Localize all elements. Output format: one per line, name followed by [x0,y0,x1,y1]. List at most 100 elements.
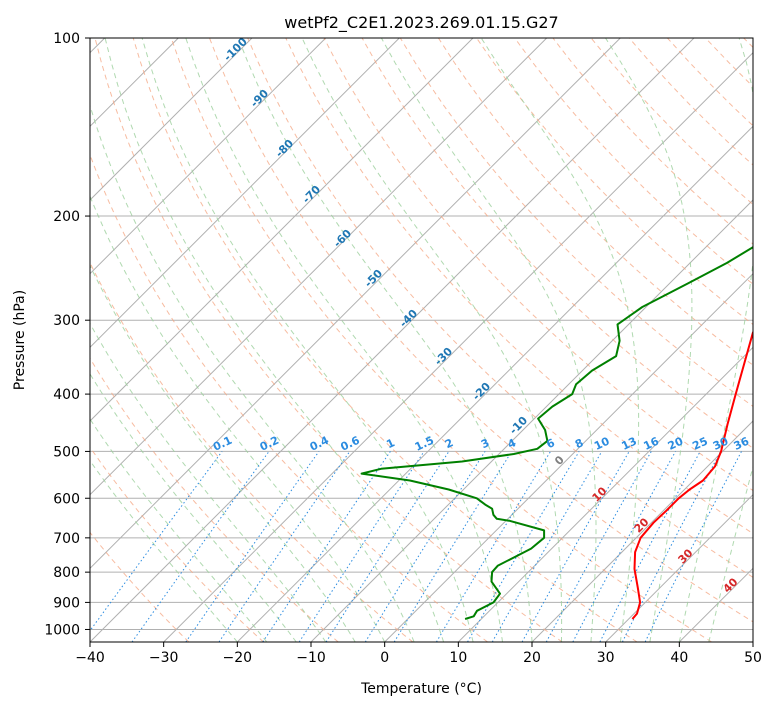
dry-adiabat-label: -60 [331,227,354,250]
mixing-ratio-line [621,451,722,642]
isotherm-line [90,38,695,642]
isotherm-line [678,567,753,642]
dry-adiabat-label: 40 [721,575,741,595]
x-tick-label: 50 [744,650,762,666]
isotherm-line [163,51,753,642]
dry-adiabat-label: -30 [432,345,455,368]
moist-adiabat-line [90,459,238,642]
dry-adiabat-line [170,38,712,642]
dry-adiabat-line [94,38,563,642]
isotherm-line [752,641,753,642]
isotherm-line [310,199,753,642]
dry-adiabat-label: -10 [507,414,530,437]
data-series [360,245,753,620]
y-tick-label: 400 [53,387,80,403]
dry-adiabat-line [90,261,414,642]
x-tick-label: −30 [149,650,179,666]
x-tick-label: 0 [380,650,389,666]
isotherm-line [90,38,400,349]
y-tick-label: 900 [53,595,80,611]
mixing-ratio-line [393,451,513,642]
mixing-ratio-label: 4 [506,436,519,451]
x-axis-label: Temperature (°C) [360,681,482,697]
mixing-ratio-line [644,451,742,642]
x-tick-label: −40 [75,650,105,666]
isotherm-line [531,420,753,642]
background-lines [90,38,753,642]
isotherm-line [90,38,621,570]
plot-frame [89,37,754,643]
moist-adiabat-line [480,38,640,642]
dry-adiabat-label: -50 [362,267,385,290]
series-temperature-line [631,330,753,620]
isotherm-line [90,38,474,422]
y-tick-label: 800 [53,565,80,581]
mixing-ratio-line [467,451,580,642]
moist-adiabat-line [90,372,297,642]
moist-adiabat-line [380,38,597,642]
mixing-ratio-label: 13 [620,435,639,453]
isotherm-line [605,493,753,642]
dry-adiabat-line [209,38,753,623]
mixing-ratio-label: 0.1 [211,434,234,454]
y-axis-label: Pressure (hPa) [12,290,28,390]
y-tick-label: 700 [53,531,80,547]
mixing-ratio-line [545,451,652,642]
dry-adiabat-line [90,446,264,642]
moist-adiabat-line [237,38,533,642]
dry-adiabat-label: -70 [300,183,323,206]
x-tick-label: −20 [223,650,253,666]
moist-adiabat-line [301,38,563,642]
mixing-ratio-line [521,451,630,642]
mixing-ratio-line [90,451,223,632]
isotherm-line [236,125,753,642]
series-dewpoint-line [360,245,753,620]
dry-adiabat-label: 30 [676,546,696,566]
dry-adiabat-line [90,357,339,642]
x-tick-label: 10 [449,650,467,666]
mixing-ratio-line [572,451,676,642]
moist-adiabat-line [605,38,693,642]
mixing-ratio-label: 36 [732,434,752,452]
mixing-ratio-line [131,451,270,642]
moist-adiabat-line [90,264,356,642]
isotherm-line [457,346,753,642]
dry-adiabat-line [514,38,753,285]
mixing-ratio-label: 1.5 [413,434,436,454]
dry-adiabat-label: 0 [552,453,567,468]
x-tick-label: 30 [597,650,615,666]
dry-adiabat-line [437,38,753,366]
dry-adiabat-label: 20 [632,515,652,535]
y-tick-label: 100 [53,31,80,47]
mixing-ratio-label: 1 [384,436,396,451]
dry-adiabat-label: -100 [221,35,250,64]
x-tick-label: 40 [670,650,688,666]
mixing-ratio-label: 2 [443,436,455,451]
axes: −40 −30 −20 −10 0 10 20 30 40 5010020030040050060… [44,31,762,666]
dry-adiabat-label: -20 [470,380,493,403]
isotherm-line [90,38,253,201]
dry-adiabat-line [90,531,190,642]
moist-adiabat-line [104,38,445,642]
mixing-ratio-label: 0.4 [308,434,331,454]
dry-adiabat-line [705,38,753,88]
moist-adiabat-line [185,38,503,642]
isotherm-line [384,272,753,642]
mixing-ratio-line [325,451,450,642]
moist-adiabat-line [90,418,268,642]
mixing-ratio-label: 20 [666,434,686,452]
isotherm-line [90,38,548,496]
mixing-ratio-line [185,451,320,642]
moist-adiabat-line [90,322,327,642]
y-tick-label: 300 [53,313,80,329]
dry-adiabat-line [247,38,753,578]
mixing-ratio-line [298,451,425,642]
mixing-ratio-label: 16 [642,434,662,452]
mixing-ratio-line [364,451,486,642]
y-tick-label: 1000 [44,622,80,638]
x-tick-label: −10 [296,650,326,666]
mixing-ratio-line [218,451,351,642]
dry-adiabat-line [285,38,753,535]
